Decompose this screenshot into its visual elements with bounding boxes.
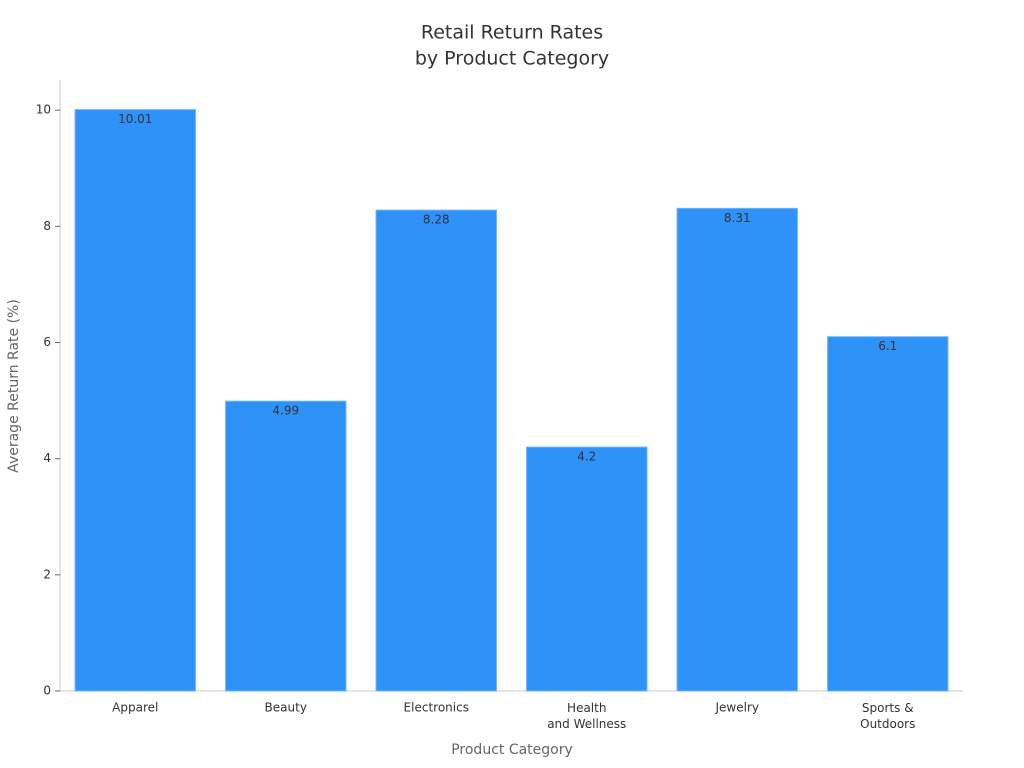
x-tick-label: Health and Wellness: [547, 701, 626, 731]
value-label: 10.01: [118, 112, 152, 126]
y-tick-label: 4: [43, 451, 51, 465]
y-tick-label: 6: [43, 335, 51, 349]
y-tick-label: 8: [43, 219, 51, 233]
chart-title: Retail Return Rates: [421, 22, 603, 44]
value-label: 4.2: [577, 450, 596, 464]
bar: [827, 336, 949, 692]
x-tick-label: Beauty: [265, 701, 307, 715]
value-label: 8.28: [423, 213, 450, 227]
value-label: 8.31: [724, 211, 751, 225]
x-tick-label: Sports & Outdoors: [860, 701, 915, 731]
chart-title: by Product Category: [415, 48, 609, 70]
y-tick-label: 10: [36, 103, 51, 117]
bar: [375, 209, 497, 692]
bar: [225, 400, 347, 692]
x-tick-label: Apparel: [112, 701, 158, 715]
value-label: 6.1: [878, 339, 897, 353]
value-label: 4.99: [272, 404, 299, 418]
bar: [526, 446, 648, 692]
y-tick-label: 0: [43, 684, 51, 698]
bar: [676, 207, 798, 692]
x-tick-label: Electronics: [404, 701, 469, 715]
bar: [74, 109, 196, 692]
y-axis-label: Average Return Rate (%): [6, 299, 22, 473]
x-axis-label: Product Category: [451, 742, 573, 758]
x-tick-label: Jewelry: [715, 701, 760, 715]
y-tick-label: 2: [43, 567, 51, 581]
